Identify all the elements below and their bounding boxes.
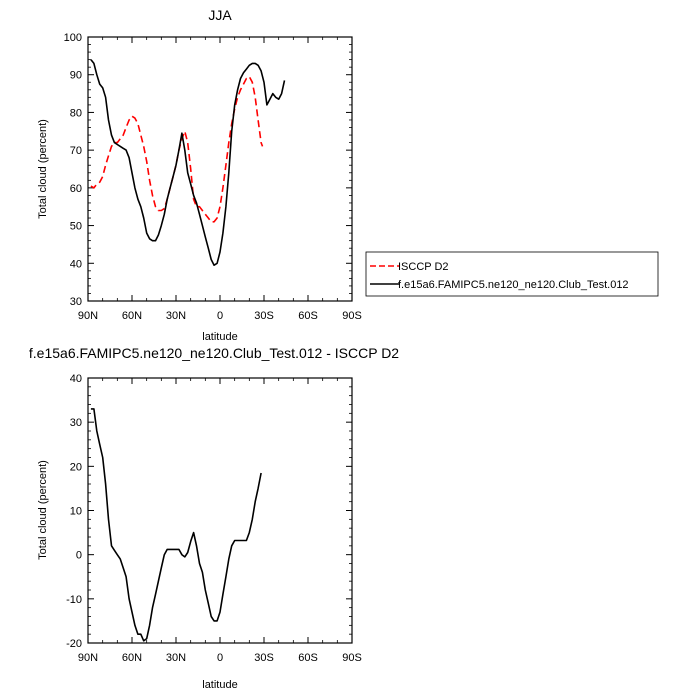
bottom-y-axis-label: Total cloud (percent) (37, 460, 49, 560)
bottom-ytick-label: 40 (70, 373, 82, 385)
top-ytick-label: 50 (70, 221, 82, 233)
bottom-ytick-label: 20 (70, 461, 82, 473)
top-ytick-label: 70 (70, 145, 82, 157)
bottom-chart-title: f.e15a6.FAMIPC5.ne120_ne120.Club_Test.01… (29, 345, 399, 361)
top-ytick-label: 90 (70, 70, 82, 82)
legend-label-model: f.e15a6.FAMIPC5.ne120_ne120.Club_Test.01… (398, 279, 629, 291)
bottom-plot-frame (87, 377, 353, 644)
top-chart-title: JJA (208, 7, 232, 23)
bottom-ytick-label: -20 (66, 638, 82, 650)
top-ytick-label: 80 (70, 107, 82, 119)
top-xtick-label: 90N (78, 310, 98, 322)
top-ytick-label: 30 (70, 296, 82, 308)
top-ytick-label: 100 (64, 32, 82, 44)
bottom-xtick-label: 60N (122, 652, 142, 664)
bottom-xtick-label: 90N (78, 652, 98, 664)
bottom-ytick-label: 30 (70, 417, 82, 429)
bottom-xtick-label: 90S (342, 652, 362, 664)
top-xtick-label: 0 (217, 310, 223, 322)
bottom-xtick-label: 0 (217, 652, 223, 664)
top-xtick-label: 60S (298, 310, 318, 322)
top-series-1-line (90, 59, 286, 266)
top-xtick-label: 90S (342, 310, 362, 322)
top-y-axis-label: Total cloud (percent) (37, 119, 49, 219)
top-x-axis-label: latitude (202, 331, 237, 343)
bottom-ytick-label: 10 (70, 506, 82, 518)
top-ytick-label: 60 (70, 183, 82, 195)
top-panel: JJA 30 40 50 60 70 80 90 100 90N 60N 30N 0 30S 60S 90… (37, 7, 362, 343)
bottom-ytick-label: -10 (66, 594, 82, 606)
top-ytick-label: 40 (70, 258, 82, 270)
bottom-panel: f.e15a6.FAMIPC5.ne120_ne120.Club_Test.01… (29, 345, 399, 691)
legend-label-isccp: ISCCP D2 (398, 261, 449, 273)
bottom-series-0-line (90, 408, 262, 642)
bottom-xtick-label: 30N (166, 652, 186, 664)
legend-box (365, 251, 659, 297)
bottom-ytick-label: 0 (76, 550, 82, 562)
bottom-xtick-label: 30S (254, 652, 274, 664)
bottom-x-axis-label: latitude (202, 679, 237, 691)
bottom-xtick-label: 60S (298, 652, 318, 664)
top-xtick-label: 60N (122, 310, 142, 322)
legend: ISCCP D2 f.e15a6.FAMIPC5.ne120_ne120.Clu… (365, 251, 659, 297)
top-xtick-label: 30S (254, 310, 274, 322)
top-xtick-label: 30N (166, 310, 186, 322)
top-plot-frame (87, 36, 353, 302)
